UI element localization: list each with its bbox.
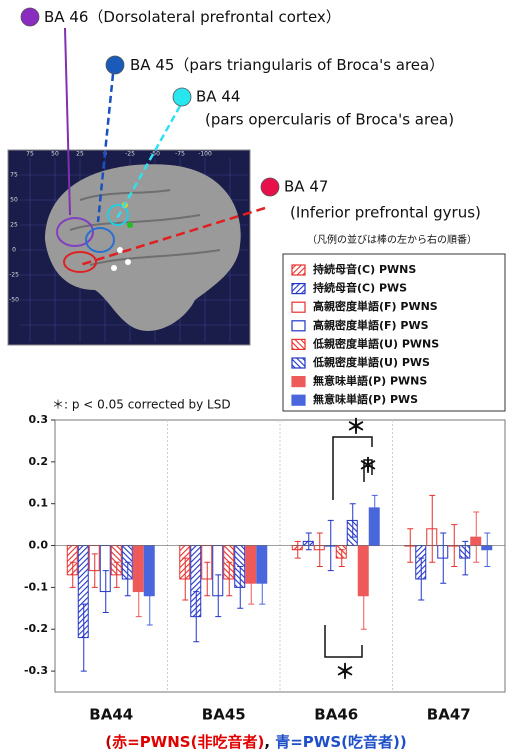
y-tick-label: -0.3 [24,664,48,677]
significance-mark: ＊ [335,660,355,684]
legend-swatch [292,321,305,331]
brain-axis-label: 0 [12,247,16,254]
significance-mark: ＊ [346,415,366,439]
y-tick-label: 0.2 [29,455,49,468]
legend-label: 低親密度単語(U) PWS [312,355,430,369]
legend-label: 持続母音(C) PWS [313,281,407,295]
legend-note: （凡例の並びは棒の左から右の順番） [307,233,477,246]
region-marker [173,88,191,106]
region-label: BA 45 [130,56,174,74]
brain-axis-label: 50 [51,151,59,158]
y-tick-label: -0.1 [24,580,48,593]
legend-label: 無意味単語(P) PWS [313,392,418,406]
brain-axis-label: 75 [26,151,34,158]
legend-label: 無意味単語(P) PWNS [313,374,427,388]
brain-axis-label: 25 [76,151,84,158]
legend-swatch [292,377,305,387]
region-marker [106,56,124,74]
legend-swatch [292,284,305,294]
region-label: BA 46 [44,8,88,26]
x-tick-label: BA44 [89,706,133,724]
legend-label: 高親密度単語(F) PWS [313,318,429,332]
footer: (赤=PWNS(非吃音者), 青=PWS(吃音者)) [105,733,406,751]
legend-label: 低親密度単語(U) PWNS [312,336,439,350]
legend-swatch [292,358,305,368]
region-label: BA 44 [196,88,240,106]
brain-axis-label: -75 [175,151,185,158]
brain-axis-label: -25 [125,151,135,158]
footer-part: ( [105,733,112,751]
footer-part: ) [400,733,407,751]
footer-part: 赤=PWNS(非吃音者) [112,733,264,751]
legend-swatch [292,302,305,312]
brain-axis-label: 50 [10,197,18,204]
significance-mark: ＊ [358,454,378,478]
significance-note: ＊: p < 0.05 corrected by LSD [52,398,231,412]
y-tick-label: 0.1 [29,497,49,510]
region-description: (pars opercularis of Broca's area) [205,111,454,129]
x-tick-label: BA46 [314,706,358,724]
footer-part: , [264,733,275,751]
legend-label: 高親密度単語(F) PWNS [313,299,438,313]
region-description: （pars triangularis of Broca's area） [174,56,444,74]
legend-swatch [292,339,305,349]
legend-swatch [292,395,305,405]
brain-axis-label: -50 [9,297,19,304]
x-tick-label: BA47 [427,706,471,724]
legend-swatch [292,265,305,275]
footer-part: 青=PWS(吃音者) [275,733,400,751]
region-description: （Dorsolateral prefrontal cortex） [88,8,340,26]
y-tick-label: -0.2 [24,622,48,635]
region-label-line: BA 45（pars triangularis of Broca's area） [130,56,444,74]
region-marker [261,178,279,196]
brain-axis-label: -100 [198,151,212,158]
region-description: (Inferior prefrontal gyrus) [290,204,481,222]
legend-label: 持続母音(C) PWNS [313,262,416,276]
brain-axis-label: -25 [9,272,19,279]
y-tick-label: 0.3 [29,413,49,426]
figure: 7550250-25-50-75-1007550250-25-50 BA 46（… [0,0,513,754]
brain-axis-label: 25 [10,222,18,229]
region-marker [21,8,39,26]
region-label: BA 47 [284,178,328,196]
y-tick-label: 0.0 [29,539,49,552]
region-label-line: BA 46（Dorsolateral prefrontal cortex） [44,8,341,26]
brain-axis-label: 75 [10,172,18,179]
x-tick-label: BA45 [202,706,246,724]
